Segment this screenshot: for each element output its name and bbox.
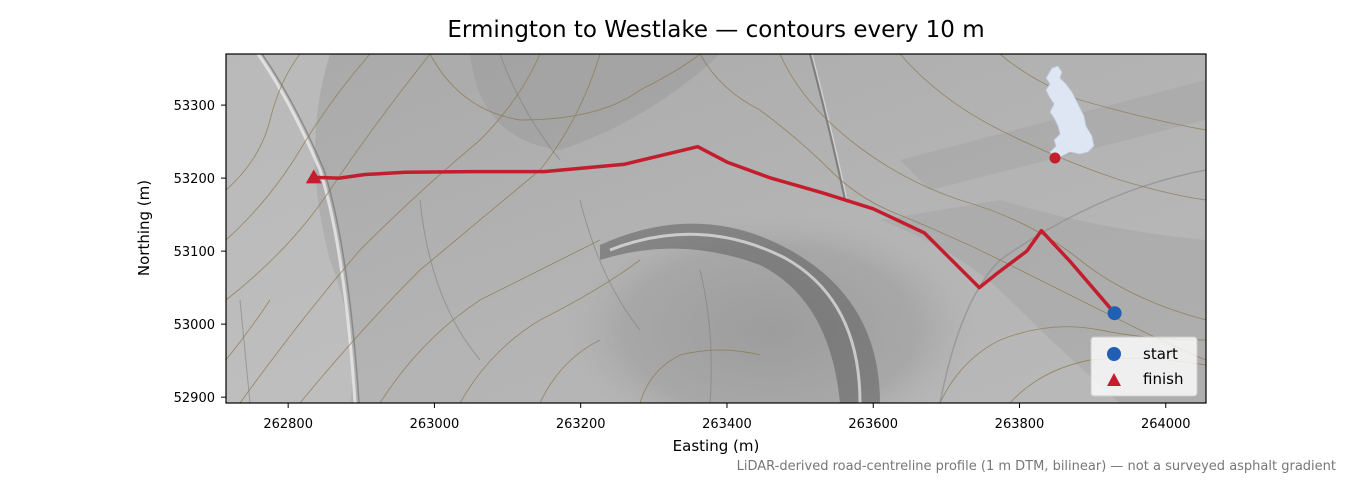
x-tick-label: 263000 xyxy=(410,417,460,432)
legend-start-label: start xyxy=(1143,345,1178,363)
x-tick-label: 264000 xyxy=(1141,417,1191,432)
start-marker xyxy=(1107,306,1122,321)
uk-locator-inset xyxy=(1045,65,1095,164)
y-axis: 52900 53000 53100 53200 53300 xyxy=(174,99,226,406)
x-tick-label: 263800 xyxy=(995,417,1045,432)
legend: start finish xyxy=(1090,336,1198,397)
inset-location-dot xyxy=(1049,152,1061,164)
x-axis: 262800 263000 263200 263400 263600 263800 2640… xyxy=(263,403,1191,432)
route-line xyxy=(312,144,1117,315)
y-tick-label: 52900 xyxy=(174,391,215,406)
y-tick-label: 53300 xyxy=(174,99,215,114)
legend-finish-label: finish xyxy=(1143,370,1183,388)
y-tick-label: 53000 xyxy=(174,318,215,333)
axes-frame xyxy=(225,53,1207,404)
x-axis-label: Easting (m) xyxy=(672,437,760,455)
x-tick-label: 263600 xyxy=(848,417,898,432)
x-tick-label: 263200 xyxy=(556,417,606,432)
finish-marker xyxy=(305,169,322,184)
data-source-caption: LiDAR-derived road-centreline profile (1… xyxy=(736,459,1336,474)
x-tick-label: 262800 xyxy=(263,417,313,432)
y-tick-label: 53100 xyxy=(174,245,215,260)
y-axis-label: Northing (m) xyxy=(135,179,153,277)
chart-title: Ermington to Westlake — contours every 1… xyxy=(447,17,985,43)
y-tick-label: 53200 xyxy=(174,172,215,187)
legend-finish-marker xyxy=(1107,373,1121,386)
uk-locator-map-icon xyxy=(1045,65,1095,159)
legend-start-marker xyxy=(1107,347,1121,361)
x-tick-label: 263400 xyxy=(702,417,752,432)
